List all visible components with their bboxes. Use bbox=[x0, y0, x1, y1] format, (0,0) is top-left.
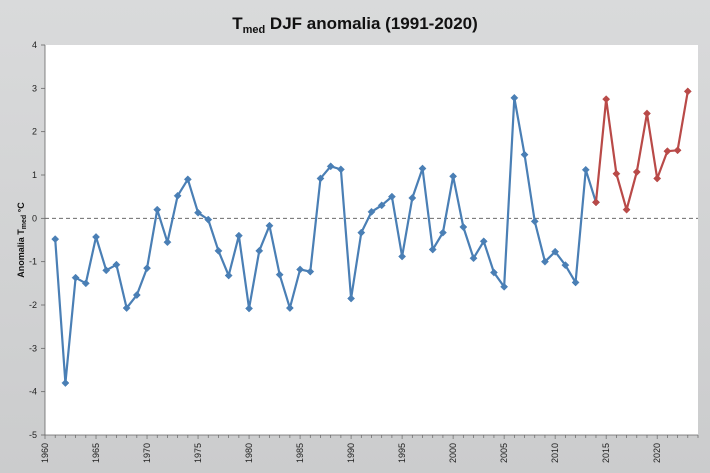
data-point bbox=[316, 174, 325, 183]
data-point bbox=[602, 95, 611, 104]
data-point bbox=[367, 207, 376, 216]
data-point bbox=[245, 304, 254, 313]
data-point bbox=[122, 304, 131, 312]
data-point bbox=[377, 201, 386, 210]
data-point bbox=[102, 266, 111, 275]
data-point bbox=[500, 282, 509, 291]
data-point bbox=[347, 294, 356, 303]
x-tick-label: 2000 bbox=[448, 443, 458, 463]
y-tick-label: -5 bbox=[29, 430, 37, 440]
plot-area bbox=[45, 45, 698, 435]
data-point bbox=[183, 175, 192, 184]
data-point bbox=[357, 228, 366, 237]
series-layer bbox=[51, 87, 692, 387]
data-point bbox=[449, 172, 458, 181]
data-point bbox=[653, 174, 662, 183]
data-point bbox=[224, 271, 233, 280]
data-point bbox=[234, 231, 243, 240]
y-tick-label: 2 bbox=[32, 127, 37, 137]
data-point bbox=[459, 223, 468, 231]
x-tick-label: 1990 bbox=[346, 443, 356, 463]
data-point bbox=[673, 146, 682, 155]
data-point bbox=[143, 264, 151, 273]
x-tick-label: 2005 bbox=[499, 443, 509, 463]
x-tick-label: 1965 bbox=[91, 443, 101, 463]
data-point bbox=[581, 165, 590, 174]
data-point bbox=[469, 254, 478, 263]
data-point bbox=[285, 304, 294, 312]
y-axis-title: Anomalia Tmed °C bbox=[16, 202, 28, 278]
data-point bbox=[214, 246, 223, 255]
data-point bbox=[663, 147, 672, 156]
data-point bbox=[71, 273, 80, 282]
data-point bbox=[479, 237, 488, 246]
data-point bbox=[540, 257, 549, 266]
data-point bbox=[643, 109, 651, 118]
data-point bbox=[622, 205, 631, 214]
data-point bbox=[530, 217, 539, 226]
data-point bbox=[265, 221, 274, 230]
data-point bbox=[408, 194, 417, 202]
data-point bbox=[132, 291, 141, 299]
data-point bbox=[275, 270, 284, 279]
data-point bbox=[571, 278, 580, 287]
data-point bbox=[510, 93, 519, 102]
x-tick-label: 1970 bbox=[142, 443, 152, 463]
data-point bbox=[551, 247, 560, 256]
data-point bbox=[61, 379, 70, 387]
y-tick-label: 1 bbox=[32, 170, 37, 180]
x-tick-label: 1985 bbox=[295, 443, 305, 463]
data-point bbox=[81, 279, 90, 288]
data-point bbox=[306, 267, 315, 276]
x-tick-label: 1980 bbox=[244, 443, 254, 463]
y-tick-label: -2 bbox=[29, 300, 37, 310]
y-tick-label: -3 bbox=[29, 343, 37, 353]
series-line-2 bbox=[594, 91, 689, 211]
data-point bbox=[489, 268, 498, 277]
data-point bbox=[438, 228, 447, 237]
data-point bbox=[153, 205, 162, 214]
data-point bbox=[428, 245, 437, 254]
data-point bbox=[112, 260, 121, 269]
data-point bbox=[418, 164, 427, 173]
data-point bbox=[612, 169, 621, 178]
data-point bbox=[296, 265, 305, 274]
y-tick-label: -1 bbox=[29, 257, 37, 267]
series-line-1 bbox=[54, 96, 598, 385]
chart-title: Tmed DJF anomalia (1991-2020) bbox=[232, 14, 478, 36]
data-point bbox=[194, 208, 203, 217]
data-point bbox=[520, 150, 529, 159]
data-point bbox=[336, 165, 345, 174]
x-tick-label: 2015 bbox=[601, 443, 611, 463]
x-tick-label: 1960 bbox=[40, 443, 50, 463]
data-point bbox=[632, 168, 641, 176]
data-point bbox=[561, 261, 570, 270]
data-point bbox=[387, 192, 396, 201]
y-tick-label: -4 bbox=[29, 387, 37, 397]
x-tick-label: 2020 bbox=[652, 443, 662, 463]
data-point bbox=[173, 191, 182, 200]
y-tick-label: 3 bbox=[32, 83, 37, 93]
x-tick-label: 1975 bbox=[193, 443, 203, 463]
y-tick-label: 4 bbox=[32, 40, 37, 50]
data-point bbox=[92, 233, 100, 241]
axes: -5 -4 -3 -2 -1 0 1 2 3 4 1960 1965 1970 1975 1980 1985 1… bbox=[29, 40, 699, 463]
x-tick-label: 2010 bbox=[550, 443, 560, 463]
data-point bbox=[398, 252, 407, 261]
data-point bbox=[326, 162, 335, 171]
x-tick-label: 1995 bbox=[397, 443, 407, 463]
data-point bbox=[163, 238, 172, 247]
data-point bbox=[592, 198, 600, 207]
data-point bbox=[255, 246, 264, 255]
y-tick-label: 0 bbox=[32, 213, 37, 223]
data-point bbox=[204, 215, 213, 224]
data-point bbox=[683, 87, 692, 96]
data-point bbox=[51, 235, 60, 244]
